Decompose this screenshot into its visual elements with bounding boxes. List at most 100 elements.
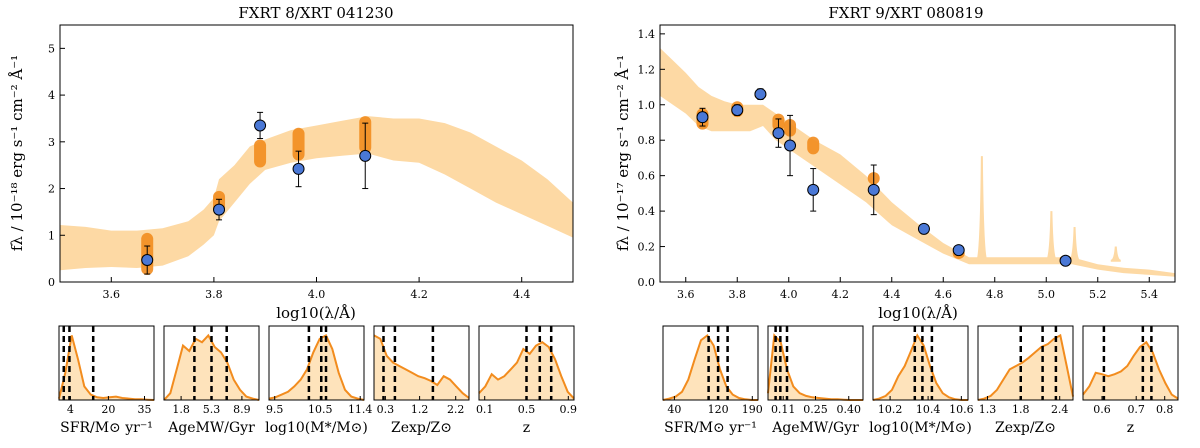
left-posterior-0: 4 20 35 SFR/M⊙ yr⁻¹: [58, 325, 155, 436]
left-posterior-ticklabel-0-2: 35: [138, 403, 152, 416]
left-posterior-frame-2: [268, 325, 365, 401]
right-xtick-label-7: 5.0: [1038, 288, 1056, 301]
right-ytick-label-6: 1.2: [638, 63, 656, 76]
left-ytick-label-4: 4: [48, 89, 55, 102]
right-observed-point-2: [754, 88, 767, 101]
right-ytick-label-2: 0.4: [638, 205, 656, 218]
right-x-ticks: 3.6 3.8 4.0 4.2 4.4 4.6 4.8 5.0 5.2 5.4: [677, 277, 1158, 301]
left-posterior-label-4: z: [523, 420, 530, 436]
right-model-band-area: [660, 48, 1175, 277]
right-model-phot-5: [807, 136, 820, 155]
right-xtick-label-6: 4.8: [986, 288, 1004, 301]
left-sed-panel: FXRT 8/XRT 041230 3.6 3.8 4.0 4.2 4.4 0 1 2 3 4 5…: [8, 4, 574, 322]
right-posterior-ticklabel-1-1: 0.25: [803, 403, 828, 416]
left-posterior-ticklabel-2-2: 11.4: [348, 403, 373, 416]
right-posterior-frame-4: [1082, 325, 1179, 401]
right-emission-line-1: [1045, 211, 1058, 262]
left-ytick-label-0: 0: [48, 276, 55, 289]
left-posterior-curve-2: [268, 334, 365, 401]
right-emission-line-3: [1110, 246, 1122, 262]
left-x-axis-label: log10(λ/Å): [276, 304, 356, 322]
right-posterior-ticklabel-4-2: 0.8: [1156, 403, 1174, 416]
right-observed-point-5: [807, 183, 820, 196]
left-posterior-ticklabel-0-1: 20: [101, 403, 115, 416]
right-x-axis-label: log10(λ/Å): [878, 304, 958, 322]
right-observed-point-4: [784, 139, 797, 152]
right-xtick-label-8: 5.2: [1089, 288, 1107, 301]
left-posterior-ticklabel-4-1: 0.5: [518, 403, 536, 416]
right-posterior-ticklabel-0-2: 190: [742, 403, 763, 416]
left-posterior-ticklabel-1-1: 5.3: [203, 403, 221, 416]
left-ytick-label-3: 3: [48, 136, 55, 149]
right-posterior-label-0: SFR/M⊙ yr⁻¹: [664, 420, 757, 436]
right-posterior-label-3: Zexp/Z⊙: [995, 420, 1056, 436]
right-observed-point-3: [772, 127, 785, 140]
right-posterior-ticklabel-1-2: 0.40: [837, 403, 862, 416]
right-xtick-label-0: 3.6: [677, 288, 695, 301]
left-posterior-frame-3: [373, 325, 470, 401]
right-xtick-label-2: 4.0: [780, 288, 798, 301]
left-posterior-ticklabel-3-1: 1.2: [411, 403, 429, 416]
left-posterior-ticklabel-2-0: 9.5: [266, 403, 284, 416]
right-observed-points: [696, 88, 1072, 267]
left-ytick-label-2: 2: [48, 183, 55, 196]
left-model-band-area: [60, 116, 573, 271]
left-ytick-label-1: 1: [48, 229, 55, 242]
right-sed-panel: FXRT 9/XRT 080819 3.6 3.8 4.0 4.2 4.4 4.6 4.8 5…: [614, 4, 1176, 322]
right-posterior-fill-3: [978, 335, 1073, 400]
left-posterior-fill-2: [269, 335, 364, 400]
right-posterior-label-4: z: [1127, 420, 1134, 436]
left-posterior-ticklabel-3-2: 2.2: [447, 403, 465, 416]
right-observed-point-9: [1059, 254, 1072, 267]
left-xtick-label-4: 4.4: [513, 288, 531, 301]
right-posterior-panels: 40 120 190 SFR/M⊙ yr⁻¹ 0.11 0.25 0.40 AgeMW/Gyr…: [662, 325, 1179, 436]
right-observed-point-8: [952, 244, 965, 257]
right-posterior-ticklabel-0-1: 120: [708, 403, 729, 416]
right-xtick-label-3: 4.2: [832, 288, 850, 301]
right-panel-title: FXRT 9/XRT 080819: [828, 4, 983, 22]
right-posterior-0: 40 120 190 SFR/M⊙ yr⁻¹: [662, 325, 763, 436]
left-posterior-curve-3: [373, 334, 470, 399]
right-ytick-label-0: 0.0: [638, 276, 656, 289]
right-posterior-ticklabel-2-2: 10.6: [949, 403, 974, 416]
right-posterior-ticklabel-3-1: 1.8: [1012, 403, 1030, 416]
left-xtick-label-3: 4.2: [410, 288, 428, 301]
right-emission-line-2: [1069, 227, 1081, 262]
left-posterior-ticklabel-3-0: 0.3: [377, 403, 395, 416]
left-xtick-label-0: 3.6: [103, 288, 121, 301]
left-observed-point-0: [141, 254, 154, 267]
left-posterior-3: 0.3 1.2 2.2 Zexp/Z⊙: [373, 325, 470, 436]
right-posterior-label-2: log10(M*/M⊙): [869, 420, 972, 436]
right-posterior-curve-0: [662, 333, 758, 401]
left-posterior-1: 1.8 5.3 8.9 AgeMW/Gyr: [163, 325, 260, 436]
right-posterior-label-1: AgeMW/Gyr: [771, 420, 859, 436]
right-posterior-frame-0: [662, 325, 759, 401]
right-posterior-fill-2: [873, 335, 968, 400]
right-xtick-label-5: 4.6: [935, 288, 953, 301]
right-posterior-ticklabel-1-0: 0.11: [771, 403, 796, 416]
left-posterior-label-3: Zexp/Z⊙: [391, 420, 452, 436]
right-posterior-ticklabel-2-0: 10.2: [878, 403, 903, 416]
right-posterior-3: 1.3 1.8 2.4 Zexp/Z⊙: [977, 325, 1074, 436]
left-observed-point-4: [359, 149, 372, 162]
right-posterior-ticklabel-3-0: 1.3: [979, 403, 997, 416]
right-posterior-curve-4: [1082, 340, 1179, 400]
left-posterior-ticklabel-4-2: 0.9: [560, 403, 578, 416]
right-posterior-fill-4: [1083, 342, 1178, 400]
left-panel-title: FXRT 8/XRT 041230: [238, 4, 393, 22]
left-observed-point-1: [213, 203, 226, 216]
left-posterior-curve-0: [58, 335, 155, 401]
left-ytick-label-5: 5: [48, 42, 55, 55]
left-posterior-ticklabel-2-1: 10.5: [308, 403, 333, 416]
right-model-band: [660, 48, 1175, 277]
right-observed-point-0: [696, 111, 709, 124]
left-y-ticks: 0 1 2 3 4 5: [48, 42, 65, 289]
left-posterior-label-0: SFR/M⊙ yr⁻¹: [60, 420, 153, 436]
right-observed-point-6: [867, 183, 880, 196]
left-posterior-ticklabel-4-0: 0.1: [476, 403, 494, 416]
right-posterior-ticklabel-0-0: 40: [667, 403, 681, 416]
right-ytick-label-5: 1.0: [638, 99, 656, 112]
left-posterior-2: 9.5 10.5 11.4 log10(M*/M⊙): [265, 325, 373, 436]
right-y-ticks: 0.0 0.2 0.4 0.6 0.8 1.0 1.2 1.4: [638, 28, 665, 289]
right-posterior-frame-2: [872, 325, 969, 401]
